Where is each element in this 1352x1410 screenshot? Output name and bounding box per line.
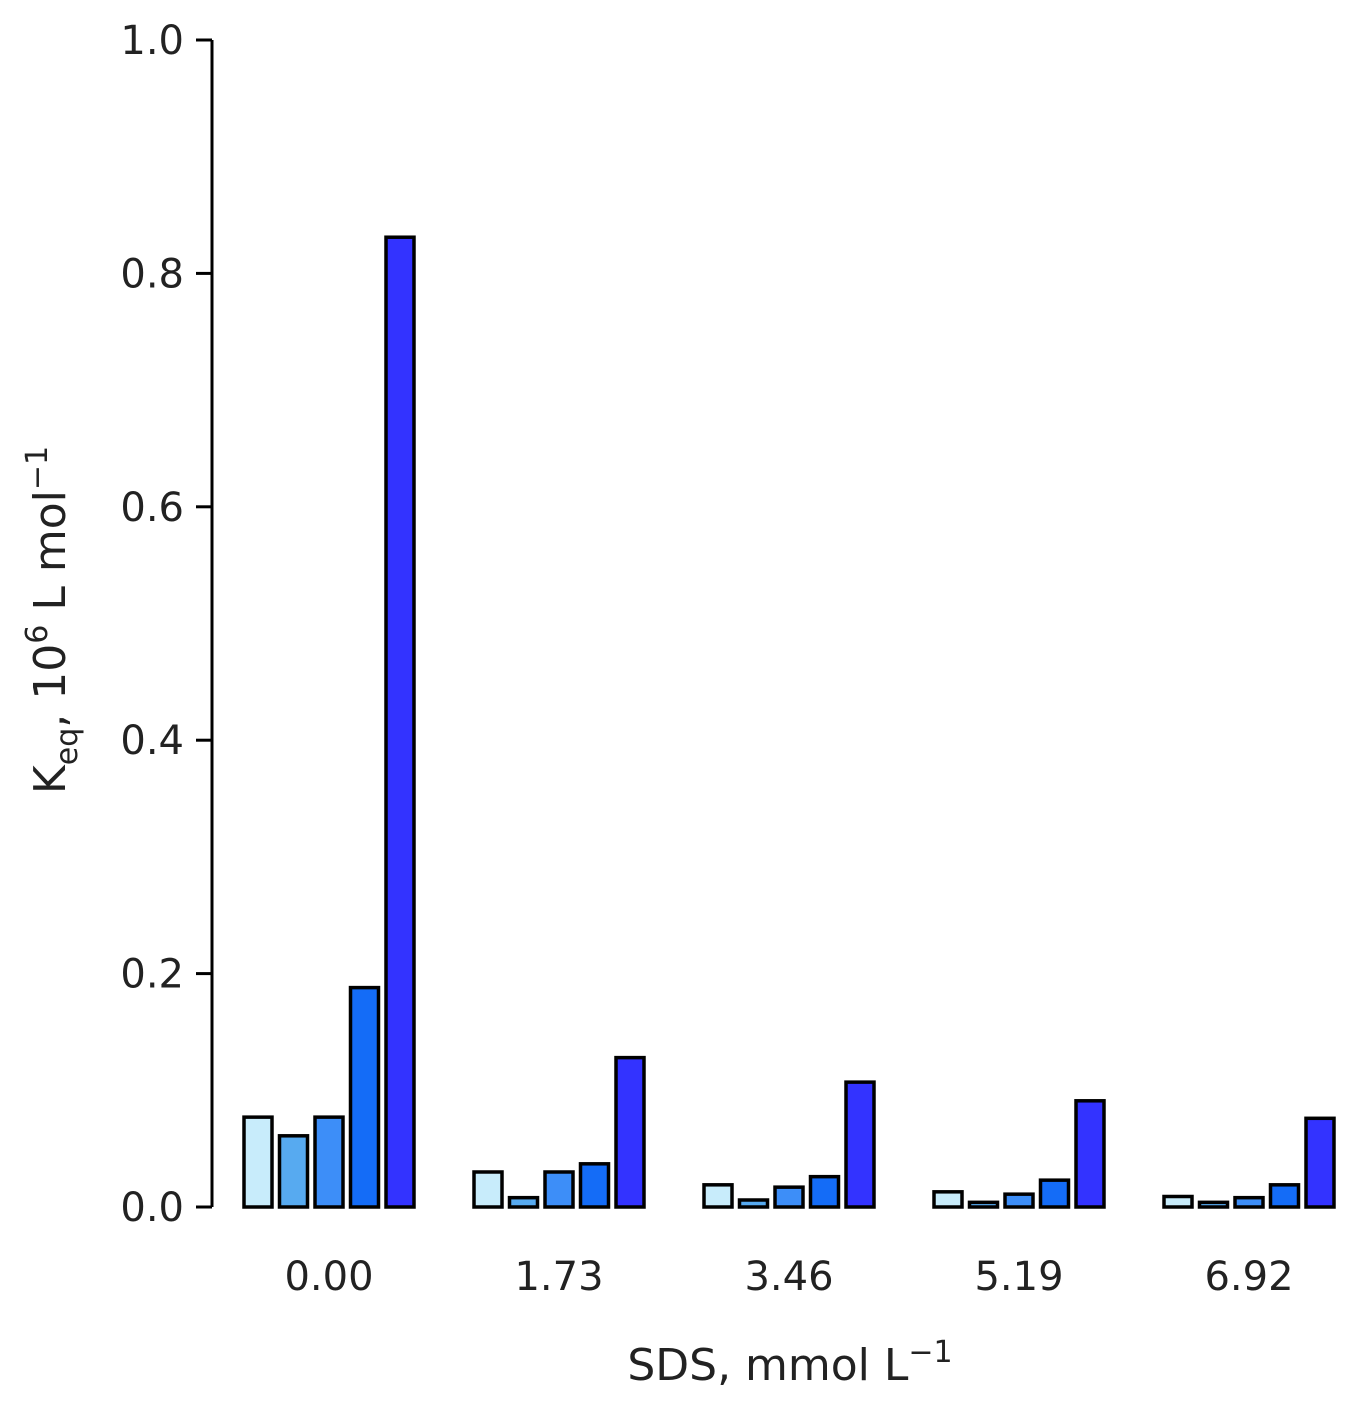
bar-series-1-3.46 xyxy=(702,1183,734,1209)
bar-series-2-5.19 xyxy=(967,1200,1000,1209)
bar-series-3-5.19 xyxy=(1003,1192,1035,1209)
bar-series-4-5.19 xyxy=(1038,1178,1071,1209)
bar-series-5-3.46 xyxy=(844,1080,876,1209)
bar-series-4-1.73 xyxy=(578,1162,611,1209)
bar-series-5-5.19 xyxy=(1074,1099,1106,1209)
y-axis-title-k: K xyxy=(25,764,76,794)
y-tick-label-0.2: 0.2 xyxy=(120,952,184,998)
y-axis-title-unit: L mol xyxy=(25,490,76,625)
x-axis-title-base: SDS, mmol L xyxy=(627,1340,909,1391)
x-tick-label-6.92: 6.92 xyxy=(1204,1254,1293,1300)
y-axis-title-power: , 10 xyxy=(25,644,76,728)
x-axis-title: SDS, mmol L−1 xyxy=(627,1335,952,1391)
x-tick-label-1.73: 1.73 xyxy=(514,1254,603,1300)
y-axis-title-subscript: eq xyxy=(50,728,85,766)
bar-series-5-6.92 xyxy=(1304,1116,1336,1209)
bar-series-4-6.92 xyxy=(1268,1183,1301,1209)
y-tick-label-0.8: 0.8 xyxy=(120,251,184,297)
bar-series-2-0.00 xyxy=(277,1134,310,1209)
x-tick-label-0.00: 0.00 xyxy=(284,1254,373,1300)
bar-series-2-6.92 xyxy=(1197,1200,1230,1209)
bar-series-3-6.92 xyxy=(1233,1195,1265,1209)
x-tick-label-5.19: 5.19 xyxy=(974,1254,1063,1300)
bar-series-3-1.73 xyxy=(543,1170,575,1209)
y-tick-label-0.6: 0.6 xyxy=(120,485,184,531)
bar-series-5-1.73 xyxy=(614,1055,646,1209)
bar-series-2-1.73 xyxy=(507,1195,540,1209)
axes-layer: 0.00 1.73 3.46 5.19 6.92 0.0 0.2 0.4 0.6 0.8 1.0 xyxy=(120,18,1293,1300)
bar-series-1-1.73 xyxy=(472,1170,504,1209)
bar-series-3-3.46 xyxy=(773,1185,805,1209)
labels-layer: SDS, mmol L−1 Keq, 106 L mol−1 xyxy=(20,446,953,1391)
bar-series-4-0.00 xyxy=(348,985,381,1209)
bar-series-1-0.00 xyxy=(242,1115,274,1209)
y-tick-label-0.4: 0.4 xyxy=(120,718,184,764)
y-axis-title-power-sup: 6 xyxy=(20,625,55,644)
y-tick-label-1.0: 1.0 xyxy=(120,18,184,64)
bars-layer xyxy=(242,235,1336,1209)
y-axis-title-unit-sup: −1 xyxy=(20,446,55,490)
bar-series-1-5.19 xyxy=(932,1190,964,1209)
bar-series-1-6.92 xyxy=(1162,1194,1194,1209)
x-tick-label-3.46: 3.46 xyxy=(744,1254,833,1300)
bar-series-5-0.00 xyxy=(384,235,416,1209)
bar-series-2-3.46 xyxy=(737,1198,770,1209)
bar-series-3-0.00 xyxy=(313,1115,345,1209)
y-axis-title: Keq, 106 L mol−1 xyxy=(20,446,85,794)
x-axis-title-superscript: −1 xyxy=(908,1335,952,1370)
y-tick-label-0.0: 0.0 xyxy=(120,1185,184,1231)
bar-series-4-3.46 xyxy=(808,1174,841,1209)
